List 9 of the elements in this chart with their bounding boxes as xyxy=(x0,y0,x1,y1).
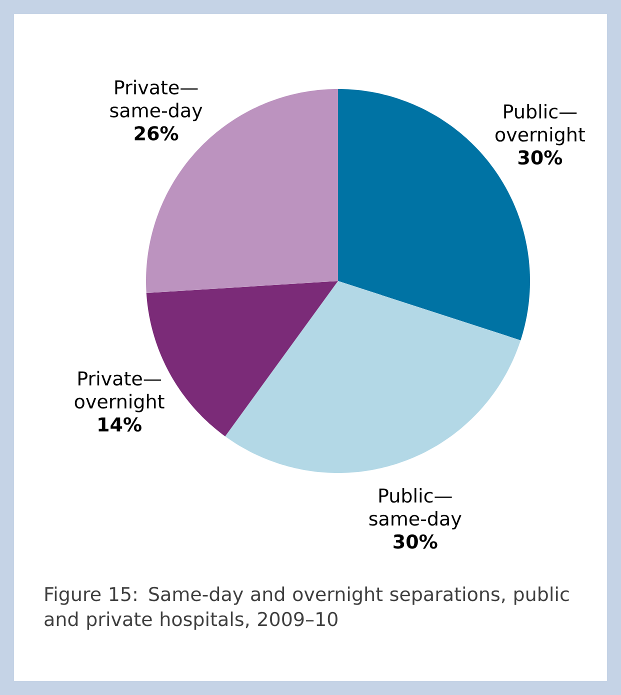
data-label: 26% xyxy=(134,126,178,140)
text: Figure 15: Same-day and overnight separations, public and private hospitals, 2009–10 xyxy=(44,586,569,630)
slice-label: Public—overnight xyxy=(496,104,585,146)
data-label: 30% xyxy=(394,534,438,549)
data-label: 14% xyxy=(98,417,142,432)
slice-label: Private—same-day xyxy=(110,80,202,122)
slice-label: Public—same-day xyxy=(369,488,462,530)
data-label: 30% xyxy=(518,150,562,165)
slice-label: Private—overnight xyxy=(74,370,164,412)
